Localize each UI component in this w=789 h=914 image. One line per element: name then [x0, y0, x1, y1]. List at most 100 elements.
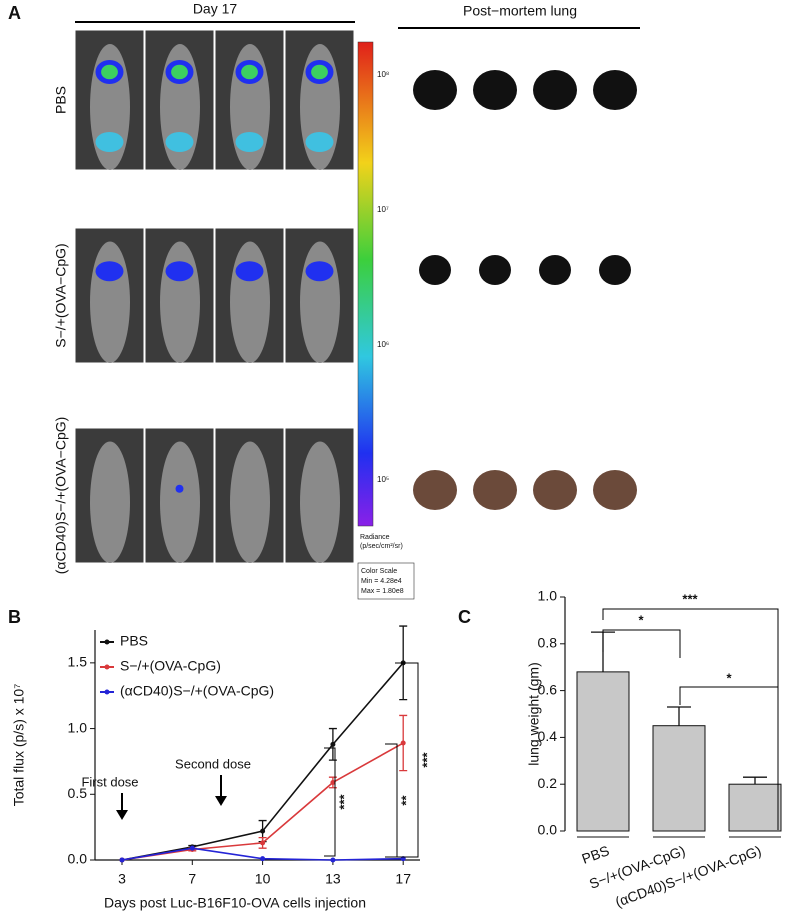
lung: [473, 470, 517, 510]
lung: [599, 255, 631, 285]
mouse-body: [160, 441, 200, 563]
scale-label: 10⁶: [377, 340, 389, 349]
y-tick-label: 1.0: [68, 719, 88, 735]
x-tick-label: 17: [395, 871, 411, 887]
significance: *: [638, 612, 644, 627]
signal: [95, 261, 124, 282]
x-tick-label: 10: [255, 871, 271, 887]
lung: [533, 470, 577, 510]
signal-core: [171, 64, 188, 80]
x-tick-label: 3: [118, 871, 126, 887]
panel-label: C: [458, 607, 471, 627]
y-tick-label: 0.0: [538, 822, 558, 838]
signal: [305, 261, 334, 282]
lung: [473, 70, 517, 110]
signal-core: [311, 64, 328, 80]
signal-core: [101, 136, 118, 148]
panel-label: A: [8, 3, 21, 23]
y-tick-label: 0.2: [538, 775, 558, 791]
bracket: [679, 686, 778, 705]
significance: ***: [336, 793, 351, 809]
lung: [539, 255, 571, 285]
lung: [419, 255, 451, 285]
y-tick-label: 0.4: [538, 728, 558, 744]
arrowhead: [116, 810, 128, 820]
legend-marker: [104, 664, 110, 670]
bracket: [395, 662, 419, 858]
mouse-body: [160, 241, 200, 363]
legend-label: (αCD40)S−/+(OVA-CpG): [120, 683, 274, 699]
scale-min: Min = 4.28e4: [361, 578, 402, 585]
point: [119, 857, 125, 863]
point: [260, 828, 266, 834]
bar: [576, 671, 630, 832]
annotation: Second dose: [175, 756, 251, 771]
x-tick-label: 7: [188, 871, 196, 887]
signal-core: [241, 64, 258, 80]
mouse-body: [300, 241, 340, 363]
group-label: PBS: [53, 86, 69, 114]
x-tick-label: PBS: [579, 842, 611, 867]
scale-label: 10⁸: [377, 70, 389, 79]
signal-core: [171, 136, 188, 148]
mouse-body: [90, 441, 130, 563]
scale-label: 10⁵: [377, 475, 389, 484]
bar: [652, 725, 706, 832]
lung: [593, 470, 637, 510]
error-bar: [667, 706, 691, 726]
point: [260, 840, 266, 846]
x-tick-label: (αCD40)S−/+(OVA-CpG): [613, 842, 763, 910]
legend-label: S−/+(OVA-CpG): [120, 658, 221, 674]
lung: [593, 70, 637, 110]
legend-marker: [104, 689, 110, 695]
point: [330, 779, 336, 785]
y-tick-label: 0.0: [68, 851, 88, 867]
signal-core: [241, 136, 258, 148]
bracket: [602, 629, 681, 658]
scale-caption: Color Scale: [361, 568, 397, 575]
y-tick-label: 0.6: [538, 681, 558, 697]
signal-core: [101, 64, 118, 80]
x-axis-title: Days post Luc-B16F10-OVA cells injection: [104, 895, 366, 911]
y-axis-title: Total flux (p/s) x 10⁷: [11, 684, 27, 807]
mouse-body: [230, 441, 270, 563]
bracket: [385, 743, 398, 858]
y-tick-label: 1.5: [68, 654, 88, 670]
signal: [235, 261, 264, 282]
color-bar: [357, 41, 374, 527]
lung: [479, 255, 511, 285]
bracket: [602, 608, 779, 830]
signal-core: [311, 136, 328, 148]
point: [330, 741, 336, 747]
y-tick-label: 0.5: [68, 785, 88, 801]
signal: [165, 261, 194, 282]
scale-title: Radiance: [360, 534, 390, 541]
y-axis-title: lung weight (gm): [526, 662, 542, 766]
imaging-title: Day 17: [193, 1, 238, 17]
x-tick-label: 13: [325, 871, 341, 887]
mouse-body: [230, 241, 270, 363]
scale-max: Max = 1.80e8: [361, 588, 404, 595]
group-label: S−/+(OVA−CpG): [53, 243, 69, 347]
mouse-body: [300, 441, 340, 563]
significance: ***: [419, 751, 434, 767]
error-bar: [743, 776, 767, 785]
point: [189, 845, 195, 851]
panel-label: B: [8, 607, 21, 627]
lung: [413, 70, 457, 110]
point: [330, 857, 336, 863]
scale-label: 10⁷: [377, 205, 389, 214]
scale-box: [357, 562, 415, 600]
significance: *: [726, 670, 732, 685]
y-tick-label: 0.8: [538, 635, 558, 651]
scale-unit: (p/sec/cm²/sr): [360, 543, 403, 550]
legend-marker: [104, 639, 110, 645]
mouse-body: [90, 241, 130, 363]
group-label: (αCD40)S−/+(OVA−CpG): [53, 417, 69, 575]
annotation: First dose: [81, 774, 138, 789]
bracket: [324, 747, 336, 857]
arrowhead: [215, 796, 227, 806]
y-tick-label: 1.0: [538, 588, 558, 604]
significance: **: [398, 795, 413, 806]
